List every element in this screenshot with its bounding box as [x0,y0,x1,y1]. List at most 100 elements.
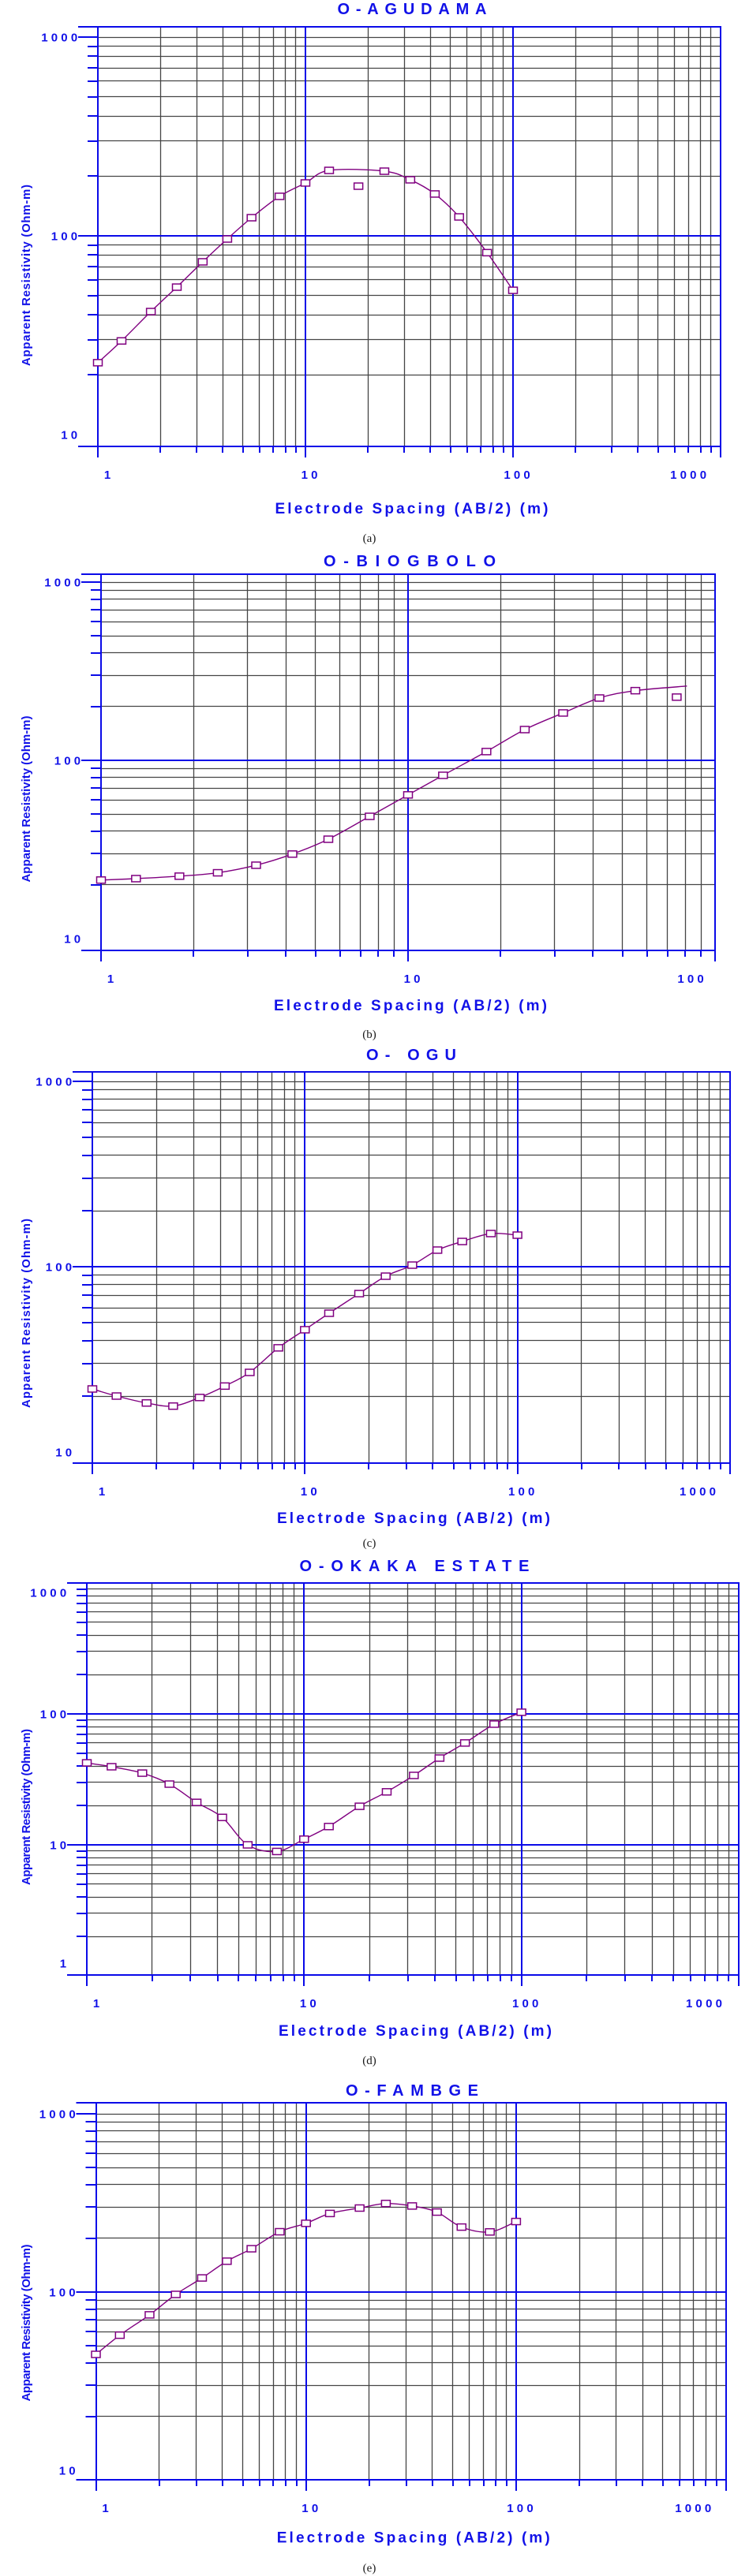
chart-c: 10 100 1000 1 10 100 1000 O- OGU Electrode Spaci… [20,1047,731,1550]
grid-minor [92,1072,730,1463]
y-tick-label: 1000 [36,1076,75,1089]
data-point-marker [459,1739,470,1747]
data-point-marker [287,850,298,858]
x-tick-label: 100 [508,1485,538,1499]
data-point-marker [222,235,233,243]
data-point-marker [251,861,261,869]
data-point-marker [353,182,364,190]
chart-title: O-AGUDAMA [338,1,487,18]
chart-e: 10 100 1000 1 10 100 1000 O-FAMBGE Electrode Spa… [20,2082,727,2575]
plot-frame [95,2102,727,2481]
data-point-marker [87,1385,98,1393]
y-tick-label: 10 [55,1447,75,1460]
data-point-marker [222,2257,232,2265]
data-point-marker [274,192,285,200]
x-axis-title: Electrode Spacing (AB/2) (m) [277,2530,550,2547]
data-point-marker [365,812,375,820]
y-axis-title: Apparent Resistivity (Ohm-m) [20,1729,33,1885]
subfigure-caption: (c) [363,1537,376,1550]
data-point-marker [485,1230,496,1238]
data-point-marker [272,1847,283,1856]
x-tick-label: 1000 [675,2502,714,2515]
data-point-marker [107,1763,117,1771]
x-tick-label: 1000 [680,1485,719,1499]
data-point-marker [246,2245,257,2253]
x-tick-label: 1000 [670,469,710,482]
x-tick-label: 10 [301,469,321,482]
y-axis-title: Apparent Resistivity (Ohm-m) [20,2245,33,2402]
data-point-marker [245,1368,255,1376]
data-point-marker [116,337,127,345]
data-point-marker [485,2227,495,2236]
data-point-marker [95,876,107,884]
data-point-marker [275,2227,285,2236]
data-point-marker [324,2209,335,2218]
x-axis-title: Electrode Spacing (AB/2) (m) [274,998,547,1014]
data-point-marker [164,1780,174,1788]
data-point-marker [171,283,182,291]
data-point-marker [141,1399,152,1407]
chart-b: 10 100 1000 1 10 100 O-BIOGBOLO Electrode Spaci… [20,553,716,1041]
data-point-marker [380,2199,391,2208]
data-point-marker [273,1344,283,1352]
data-points [87,1230,522,1410]
tick-labels: 10 100 1000 1 10 100 [44,577,707,987]
data-point-marker [511,2217,522,2226]
model-curve [97,169,514,364]
x-tick-label: 10 [301,2502,321,2515]
data-point-marker [516,1708,526,1716]
x-tick-label: 10 [301,1485,320,1499]
data-points [92,166,519,367]
x-tick-label: 1 [107,973,118,986]
data-point-marker [454,213,464,221]
x-axis-title: Electrode Spacing (AB/2) (m) [279,2023,552,2040]
y-tick-label: 100 [49,2287,79,2300]
grid-major [67,1583,739,1986]
chart-title: O- OGU [366,1047,456,1064]
data-point-marker [381,1788,392,1796]
data-points [81,1708,526,1856]
data-point-marker [438,771,448,779]
chart-title: O-FAMBGE [346,2082,478,2100]
data-point-marker [354,2204,365,2212]
plot-frame [97,26,721,447]
data-point-marker [354,1802,365,1810]
data-point-marker [197,2274,208,2282]
data-point-marker [630,686,641,695]
y-tick-label: 10 [64,933,84,946]
y-tick-label: 10 [61,429,81,442]
x-tick-label: 1 [102,2502,112,2515]
axis-ticks [81,573,716,961]
data-point-marker [324,1823,334,1831]
x-tick-label: 10 [300,1997,320,2010]
x-tick-label: 10 [404,973,424,986]
data-point-marker [432,1246,443,1254]
grid-major [73,1072,730,1474]
x-tick-label: 100 [677,973,707,986]
data-point-marker [512,1231,522,1239]
axis-ticks [76,2102,727,2491]
chart-a: 10 100 1000 1 10 100 1000 O-AGUDAMA Electrode Sp… [20,1,721,545]
data-point-marker [405,176,416,184]
grid-major [76,2102,726,2491]
data-point-marker [507,286,519,294]
y-tick-label: 100 [46,1261,76,1275]
x-axis-title: Electrode Spacing (AB/2) (m) [275,501,549,517]
data-point-marker [145,308,156,315]
data-point-marker [137,1769,148,1777]
y-tick-label: 1000 [30,1587,69,1600]
x-tick-label: 1 [99,1485,109,1499]
data-point-marker [403,791,414,799]
axis-ticks [78,26,721,457]
data-point-marker [170,2290,181,2298]
data-point-marker [212,868,223,877]
data-point-marker [406,2202,418,2210]
axis-ticks [73,1071,731,1474]
data-point-marker [111,1392,122,1400]
tick-labels: 10 100 1000 1 10 100 1000 [39,2108,714,2516]
data-point-marker [481,748,492,756]
data-point-marker [300,179,311,187]
x-tick-label: 1 [104,469,114,482]
data-point-marker [246,214,257,222]
